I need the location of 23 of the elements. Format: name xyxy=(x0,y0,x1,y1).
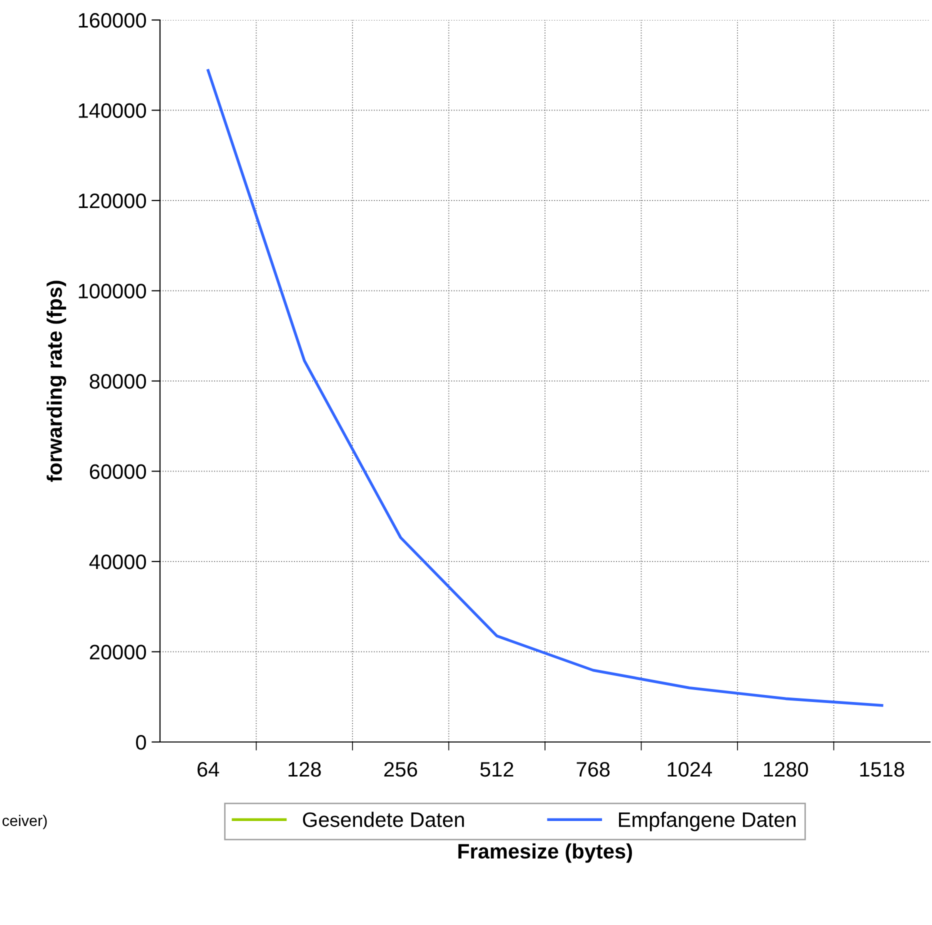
y-tick-label: 60000 xyxy=(90,464,146,480)
y-tick-label: 20000 xyxy=(90,644,146,660)
x-axis-title: Framesize (bytes) xyxy=(458,843,632,863)
legend-label: Empfangene Daten xyxy=(619,812,796,832)
x-tick-label: 1024 xyxy=(668,762,712,777)
x-tick-label: 256 xyxy=(384,762,418,777)
y-tick-label: 100000 xyxy=(78,284,146,299)
x-tick-label: 768 xyxy=(576,762,610,777)
x-tick-label: 128 xyxy=(288,762,321,777)
y-tick-label: 80000 xyxy=(90,374,146,389)
y-tick-label: 40000 xyxy=(89,554,146,570)
y-tick-label: 140000 xyxy=(78,103,146,118)
x-tick-label: 1280 xyxy=(764,762,808,777)
text: ceiver) xyxy=(2,814,47,830)
y-tick-label: 0 xyxy=(136,735,146,750)
y-tick-label: 160000 xyxy=(78,13,146,28)
x-tick-label: 1518 xyxy=(860,762,904,777)
x-tick-label: 64 xyxy=(198,762,220,777)
y-tick-label: 120000 xyxy=(78,194,146,208)
y-axis-title: forwarding rate (fps) xyxy=(46,280,66,482)
legend-label: Gesendete Daten xyxy=(302,812,464,828)
x-tick-label: 512 xyxy=(480,762,514,777)
line-series xyxy=(206,69,884,707)
